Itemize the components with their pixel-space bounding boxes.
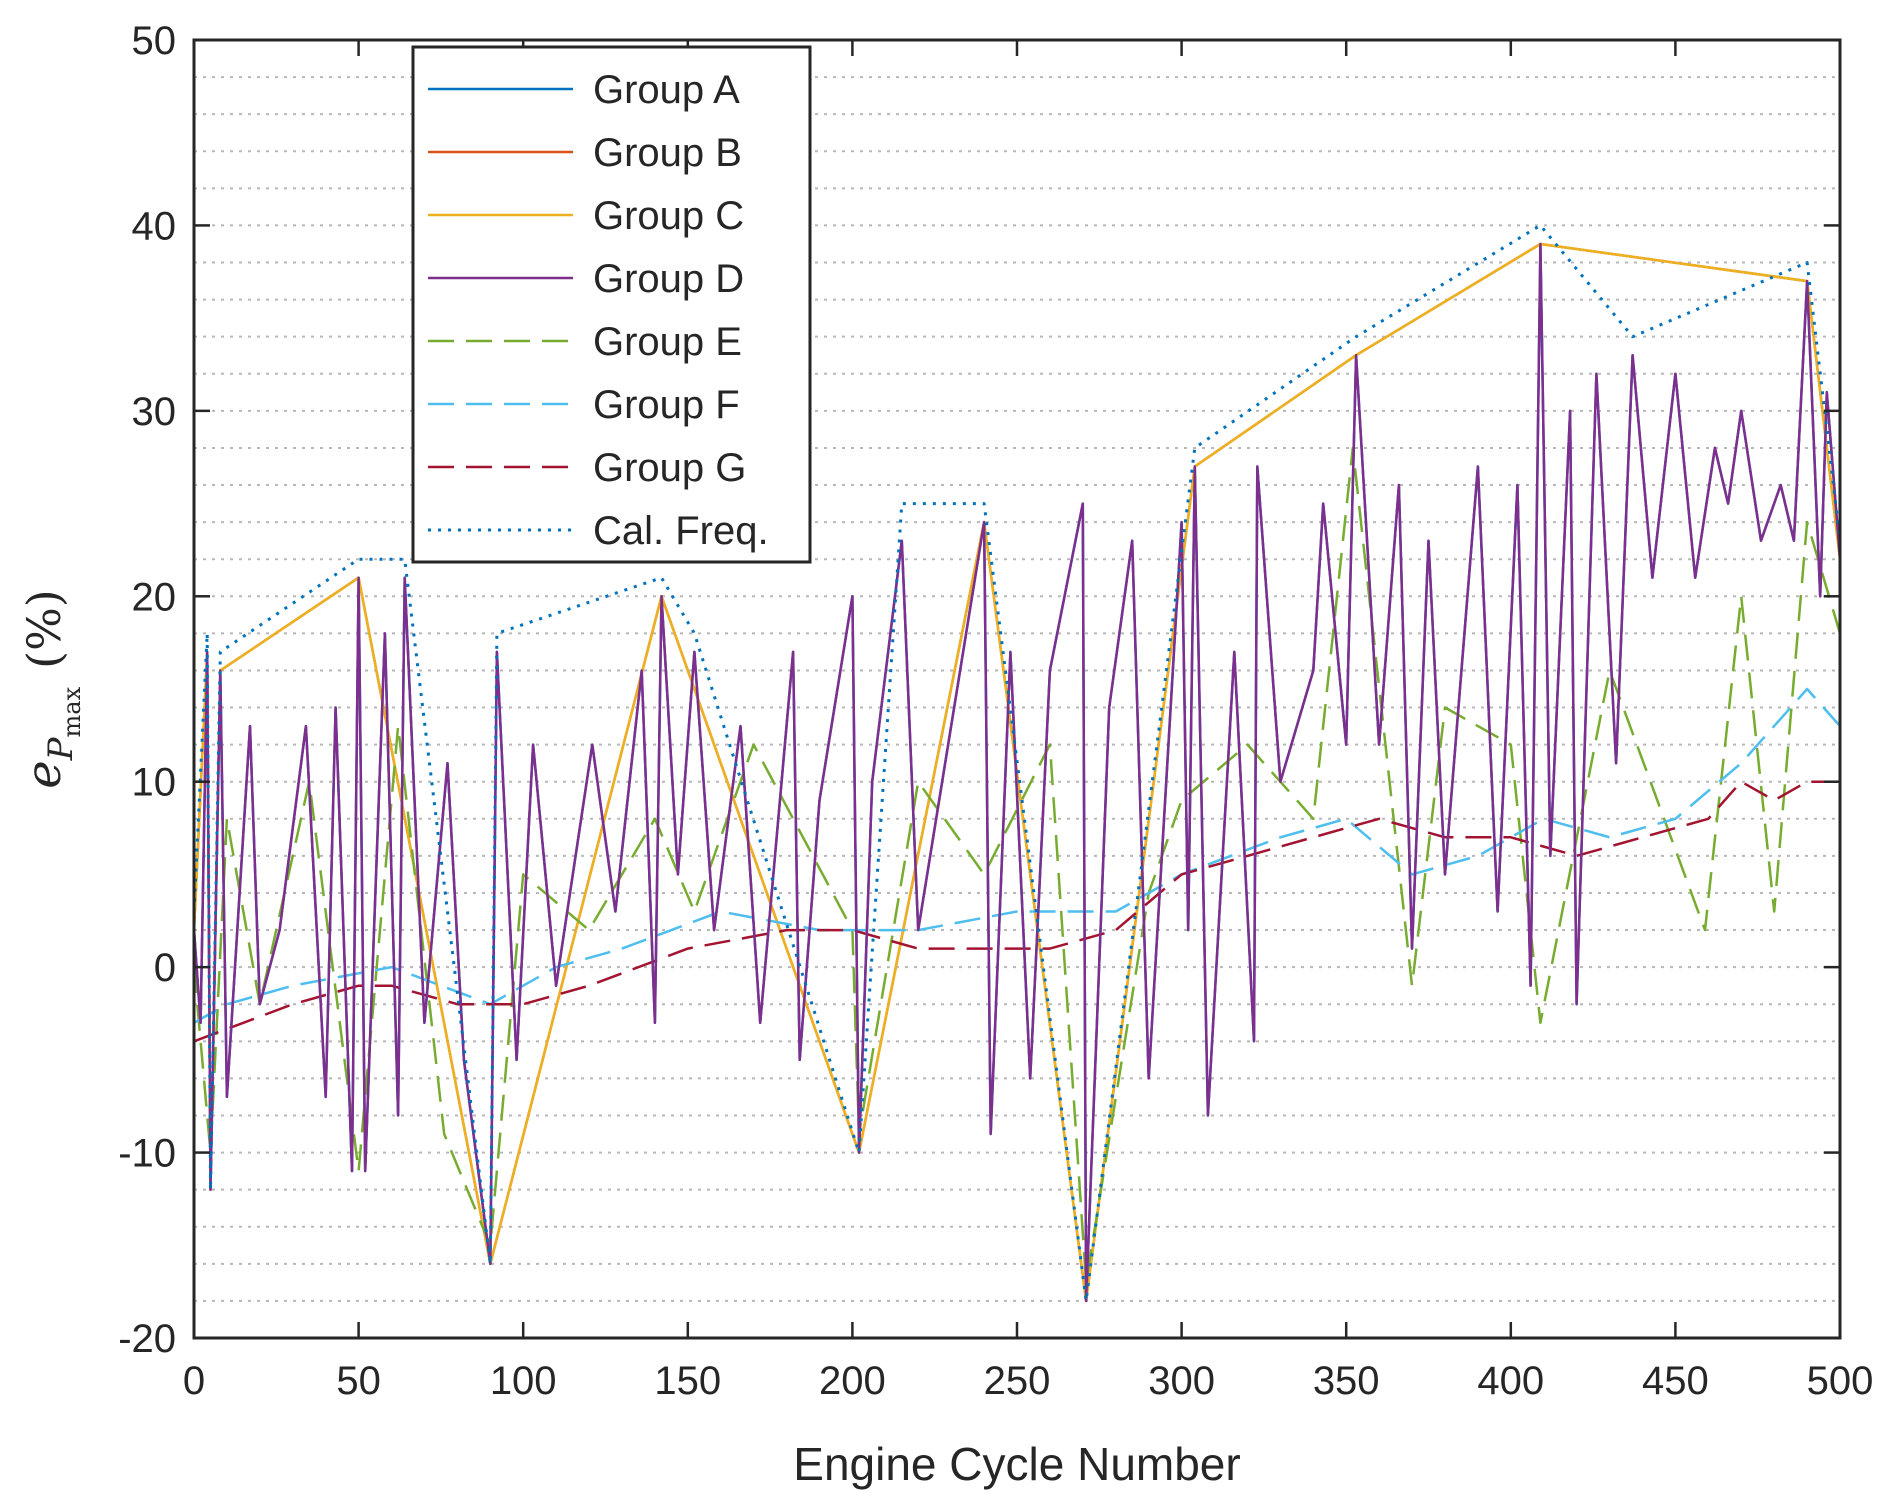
x-tick-label: 400 (1477, 1359, 1544, 1403)
y-axis-subscript: P (41, 736, 81, 761)
x-tick-label: 500 (1807, 1359, 1874, 1403)
legend-label-group-g: Group G (593, 446, 746, 490)
series-line-group-d (192, 242, 1842, 1303)
x-tick-label: 0 (183, 1359, 205, 1403)
x-tick-label: 100 (490, 1359, 557, 1403)
y-tick-label: 30 (132, 390, 177, 434)
series-line-cal-freq (192, 223, 1842, 1303)
y-axis-unit: (%) (17, 589, 71, 669)
legend-label-group-c: Group C (593, 194, 744, 238)
y-tick-label: 40 (132, 204, 177, 248)
axis-ticks: 0 50 100 150 200 250 300 350 400 450 500 -20 -10 0 10 2… (118, 19, 1873, 1403)
legend-label-group-d: Group D (593, 257, 744, 301)
y-axis-sub-subscript: max (58, 686, 86, 737)
legend-label-cal-freq: Cal. Freq. (593, 509, 769, 553)
y-tick-label: -20 (118, 1317, 176, 1361)
x-tick-label: 200 (819, 1359, 886, 1403)
x-tick-label: 150 (654, 1359, 721, 1403)
legend-label-group-e: Group E (593, 320, 742, 364)
x-tick-label: 300 (1148, 1359, 1215, 1403)
series-line-group-e (192, 446, 1842, 1284)
x-tick-label: 350 (1313, 1359, 1380, 1403)
y-tick-label: 10 (132, 761, 177, 805)
y-axis-symbol: e (16, 760, 72, 788)
series-line-group-g (193, 780, 1840, 1043)
series-layer (192, 223, 1842, 1303)
y-tick-label: 50 (132, 19, 177, 63)
legend-label-group-a: Group A (593, 68, 740, 112)
x-tick-label: 50 (336, 1359, 381, 1403)
legend-label-group-f: Group F (593, 383, 740, 427)
legend-box (411, 45, 812, 564)
legend: Group A Group B Group C Group D Group E Group… (411, 45, 812, 564)
y-tick-label: 20 (132, 575, 177, 619)
x-tick-label: 450 (1642, 1359, 1709, 1403)
x-axis-title: Engine Cycle Number (793, 1438, 1240, 1490)
y-tick-label: -10 (118, 1132, 176, 1176)
x-tick-label: 250 (984, 1359, 1051, 1403)
legend-label-group-b: Group B (593, 131, 742, 175)
y-axis-title: ePmax (%) (16, 589, 86, 789)
y-tick-label: 0 (154, 946, 176, 990)
